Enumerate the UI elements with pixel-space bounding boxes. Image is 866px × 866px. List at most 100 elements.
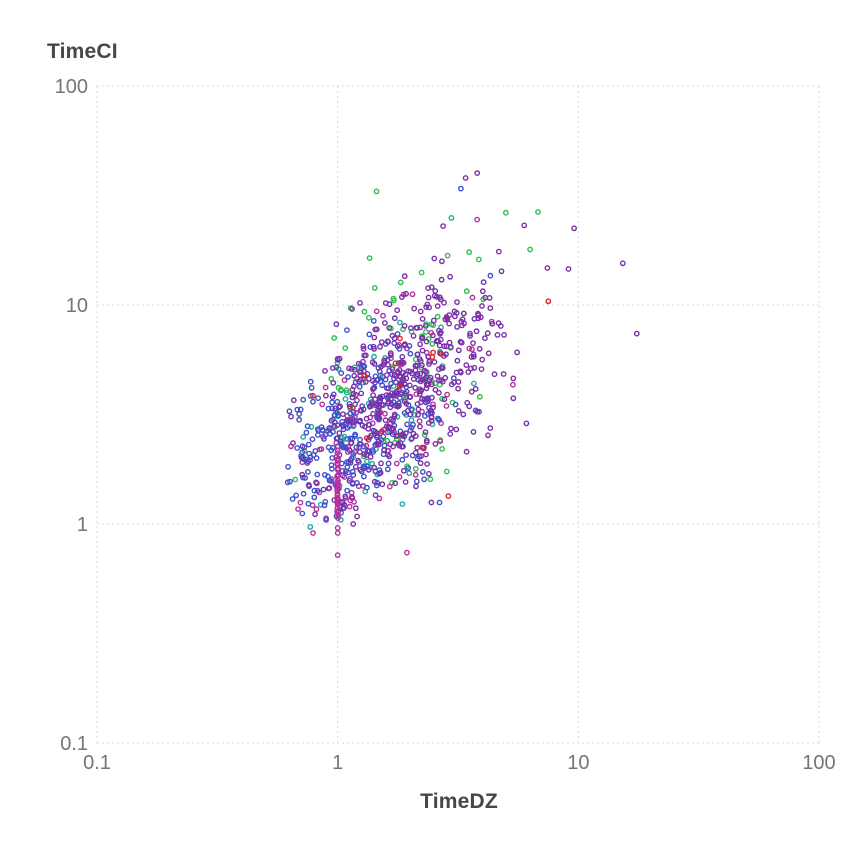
data-point[interactable] (468, 388, 475, 395)
data-point[interactable] (422, 322, 429, 329)
data-point[interactable] (487, 305, 494, 311)
data-point[interactable] (361, 451, 368, 458)
data-point[interactable] (467, 333, 473, 339)
data-point[interactable] (446, 320, 452, 327)
data-point[interactable] (419, 315, 426, 322)
data-point[interactable] (332, 405, 339, 412)
data-point[interactable] (447, 344, 454, 350)
data-point[interactable] (421, 432, 428, 438)
data-point[interactable] (390, 443, 396, 450)
data-point[interactable] (285, 463, 291, 470)
data-point[interactable] (375, 438, 382, 445)
data-point[interactable] (454, 299, 460, 305)
data-point[interactable] (350, 383, 357, 390)
data-point[interactable] (299, 443, 306, 450)
data-point[interactable] (328, 447, 335, 454)
data-point[interactable] (297, 499, 304, 506)
data-point[interactable] (386, 483, 393, 490)
data-point[interactable] (394, 331, 401, 337)
data-point[interactable] (397, 440, 404, 446)
data-point[interactable] (633, 330, 640, 337)
data-point[interactable] (455, 385, 461, 392)
data-point[interactable] (337, 403, 343, 410)
data-point[interactable] (384, 356, 391, 363)
data-point[interactable] (501, 331, 507, 338)
data-point[interactable] (346, 365, 352, 372)
data-point[interactable] (463, 288, 470, 295)
data-point[interactable] (342, 493, 349, 500)
data-point[interactable] (360, 343, 367, 350)
data-point[interactable] (368, 432, 375, 439)
data-point[interactable] (380, 433, 387, 440)
data-point[interactable] (471, 315, 478, 322)
data-point[interactable] (334, 447, 341, 454)
data-point[interactable] (369, 377, 376, 384)
data-point[interactable] (410, 332, 417, 339)
data-point[interactable] (385, 423, 392, 430)
data-point[interactable] (378, 428, 385, 435)
data-point[interactable] (357, 466, 364, 473)
data-point[interactable] (404, 421, 410, 428)
data-point[interactable] (330, 379, 337, 386)
data-point[interactable] (427, 374, 434, 381)
data-point[interactable] (324, 473, 331, 480)
data-point[interactable] (305, 441, 312, 448)
data-point[interactable] (544, 265, 551, 271)
data-point[interactable] (391, 411, 398, 418)
data-point[interactable] (427, 476, 434, 483)
data-point[interactable] (397, 335, 403, 342)
data-point[interactable] (442, 316, 449, 323)
data-point[interactable] (289, 496, 296, 502)
data-point[interactable] (491, 371, 498, 378)
data-point[interactable] (412, 384, 419, 391)
data-point[interactable] (334, 501, 341, 508)
data-point[interactable] (393, 460, 400, 467)
data-point[interactable] (391, 375, 397, 382)
data-point[interactable] (471, 364, 478, 371)
data-point[interactable] (404, 407, 411, 414)
data-point[interactable] (352, 463, 359, 470)
data-point[interactable] (419, 376, 426, 383)
data-point[interactable] (438, 276, 445, 283)
data-point[interactable] (377, 343, 383, 350)
data-point[interactable] (299, 449, 306, 456)
data-point[interactable] (314, 432, 321, 438)
data-point[interactable] (407, 325, 414, 331)
data-point[interactable] (400, 467, 407, 474)
data-point[interactable] (326, 425, 333, 431)
data-point[interactable] (346, 400, 353, 407)
data-point[interactable] (313, 455, 320, 461)
data-point[interactable] (341, 504, 347, 511)
data-point[interactable] (412, 465, 419, 472)
data-point[interactable] (535, 209, 541, 215)
data-point[interactable] (418, 395, 425, 402)
data-point[interactable] (385, 460, 392, 467)
data-point[interactable] (366, 448, 373, 455)
data-point[interactable] (476, 345, 483, 352)
data-point[interactable] (403, 388, 410, 395)
data-point[interactable] (365, 314, 372, 321)
data-point[interactable] (313, 506, 320, 513)
data-point[interactable] (328, 478, 334, 484)
data-point[interactable] (300, 433, 307, 440)
data-point[interactable] (373, 326, 380, 333)
data-point[interactable] (396, 383, 403, 390)
data-point[interactable] (328, 465, 335, 472)
data-point[interactable] (479, 356, 486, 363)
data-point[interactable] (322, 431, 329, 438)
data-point[interactable] (418, 453, 424, 459)
data-point[interactable] (373, 308, 380, 315)
data-point[interactable] (306, 450, 312, 457)
data-point[interactable] (416, 418, 423, 424)
data-point[interactable] (378, 460, 384, 467)
data-point[interactable] (413, 478, 420, 485)
data-point[interactable] (404, 345, 410, 352)
data-point[interactable] (357, 436, 363, 443)
data-point[interactable] (343, 389, 350, 396)
data-point[interactable] (352, 431, 358, 438)
data-point[interactable] (399, 501, 406, 507)
data-point[interactable] (312, 511, 318, 518)
data-point[interactable] (410, 376, 417, 382)
data-point[interactable] (468, 346, 475, 353)
data-point[interactable] (441, 299, 447, 306)
